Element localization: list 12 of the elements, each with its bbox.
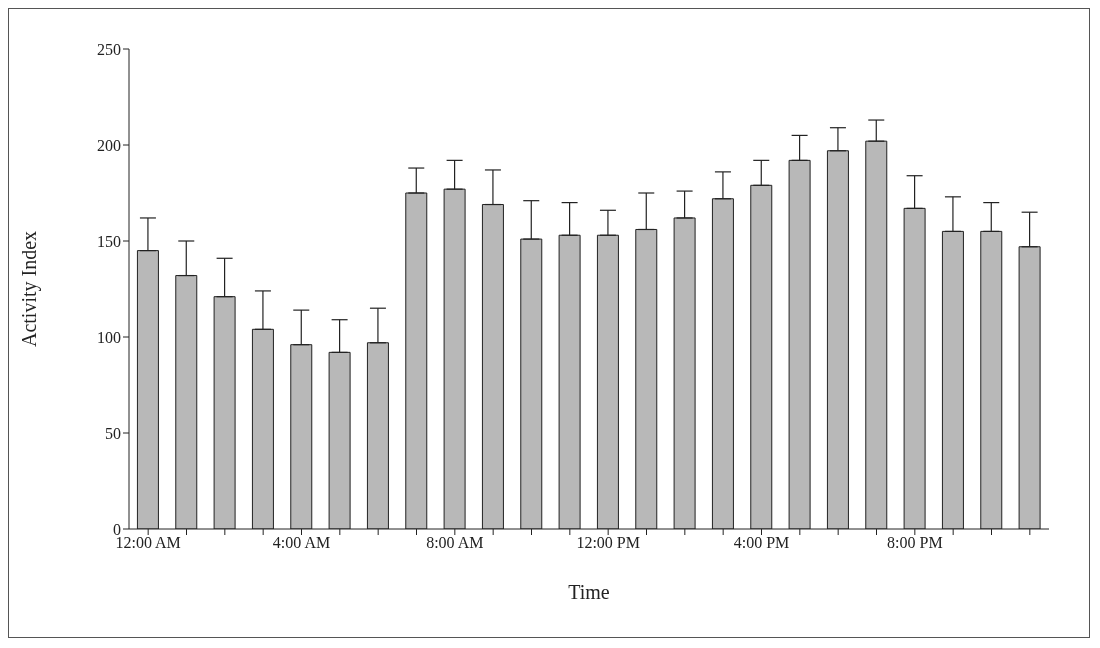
y-tick-label: 150 [97, 232, 121, 250]
y-tick-label: 50 [105, 424, 121, 442]
y-tick-label: 250 [97, 40, 121, 58]
x-tick-label: 4:00 PM [733, 534, 790, 552]
y-axis-title: Activity Index [18, 230, 42, 348]
y-tick-label: 200 [97, 136, 121, 154]
y-tick-label: 100 [97, 328, 121, 346]
x-axis-title: Time [568, 581, 610, 603]
x-tick-label: 8:00 AM [426, 534, 484, 552]
x-tick-label: 12:00 PM [576, 534, 640, 552]
x-tick-label: 4:00 AM [272, 534, 331, 552]
x-tick-label: 8:00 PM [887, 534, 943, 552]
